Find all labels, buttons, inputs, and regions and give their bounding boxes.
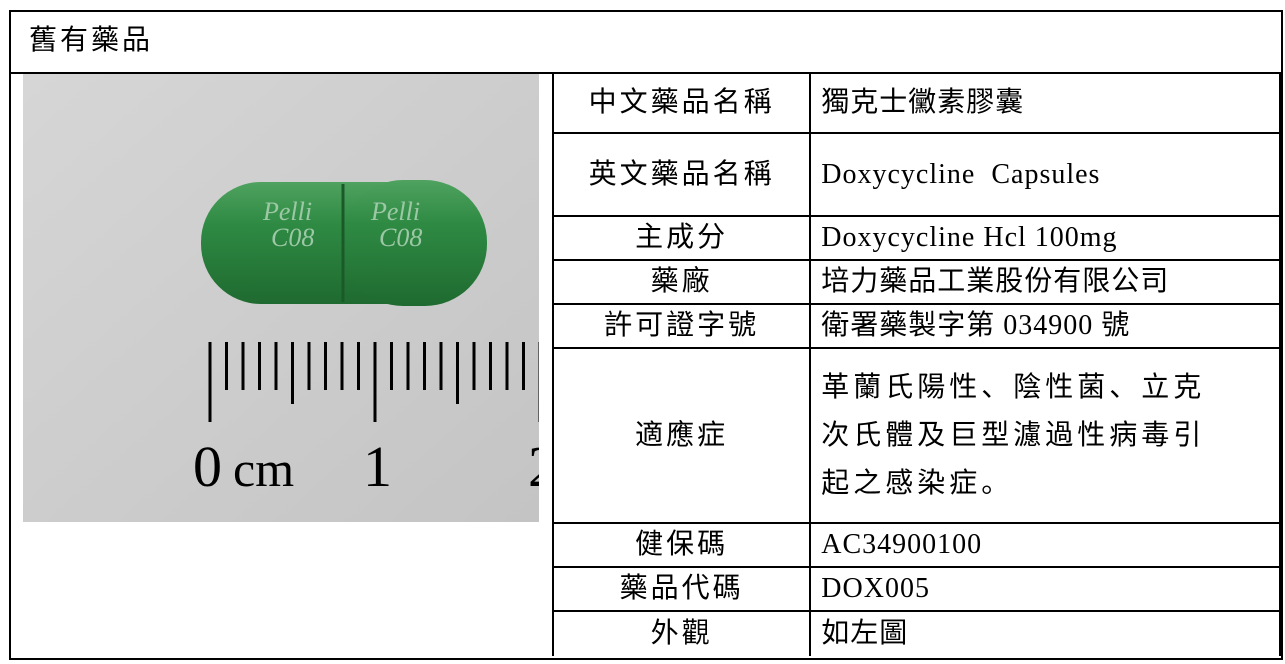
field-value: 如左圖 — [809, 610, 1281, 656]
field-value: 獨克士黴素膠囊 — [809, 72, 1281, 134]
header-title: 舊有藥品 — [11, 12, 1281, 74]
field-label: 許可證字號 — [551, 303, 812, 349]
field-label: 藥廠 — [551, 259, 812, 305]
ruler-label: cm — [233, 441, 294, 497]
table-row: 藥廠 培力藥品工業股份有限公司 — [551, 259, 1281, 305]
info-table: 中文藥品名稱 獨克士黴素膠囊 英文藥品名稱 Doxycycline Capsules 主… — [551, 72, 1281, 656]
field-label: 適應症 — [551, 347, 812, 524]
table-row: 中文藥品名稱 獨克士黴素膠囊 — [551, 72, 1281, 134]
field-value-line: 革蘭氏陽性、陰性菌、立克 — [821, 371, 1206, 403]
ruler-label: 2 — [528, 434, 539, 499]
table-row: 外觀 如左圖 — [551, 610, 1281, 656]
field-label: 健保碼 — [551, 522, 812, 568]
capsule-imprint: C08 — [379, 223, 422, 252]
ruler-label: 1 — [363, 434, 392, 499]
table-row: 適應症 革蘭氏陽性、陰性菌、立克 次氏體及巨型濾過性病毒引 起之感染症。 — [551, 347, 1281, 524]
field-value: AC34900100 — [809, 522, 1281, 568]
field-label: 外觀 — [551, 610, 812, 656]
field-value: 衛署藥製字第 034900 號 — [809, 303, 1281, 349]
table-row: 英文藥品名稱 Doxycycline Capsules — [551, 132, 1281, 217]
table-row: 許可證字號 衛署藥製字第 034900 號 — [551, 303, 1281, 349]
field-label: 英文藥品名稱 — [551, 132, 812, 217]
field-label: 中文藥品名稱 — [551, 72, 812, 134]
field-value: Doxycycline Hcl 100mg — [809, 215, 1281, 261]
ruler-label: 0 — [193, 434, 222, 499]
capsule-imprint: Pelli — [262, 197, 312, 226]
field-value-line: 起之感染症。 — [821, 467, 1014, 499]
field-value: DOX005 — [809, 566, 1281, 612]
table-row: 健保碼 AC34900100 — [551, 522, 1281, 568]
table-row: 藥品代碼 DOX005 — [551, 566, 1281, 612]
capsule-imprint: Pelli — [370, 197, 420, 226]
field-value-line: 次氏體及巨型濾過性病毒引 — [821, 419, 1206, 451]
capsule-imprint: C08 — [271, 223, 314, 252]
field-value: 培力藥品工業股份有限公司 — [809, 259, 1281, 305]
field-label: 藥品代碼 — [551, 566, 812, 612]
field-value: Doxycycline Capsules — [809, 132, 1281, 217]
field-label: 主成分 — [551, 215, 812, 261]
table-row: 主成分 Doxycycline Hcl 100mg — [551, 215, 1281, 261]
field-value: 革蘭氏陽性、陰性菌、立克 次氏體及巨型濾過性病毒引 起之感染症。 — [809, 347, 1281, 524]
